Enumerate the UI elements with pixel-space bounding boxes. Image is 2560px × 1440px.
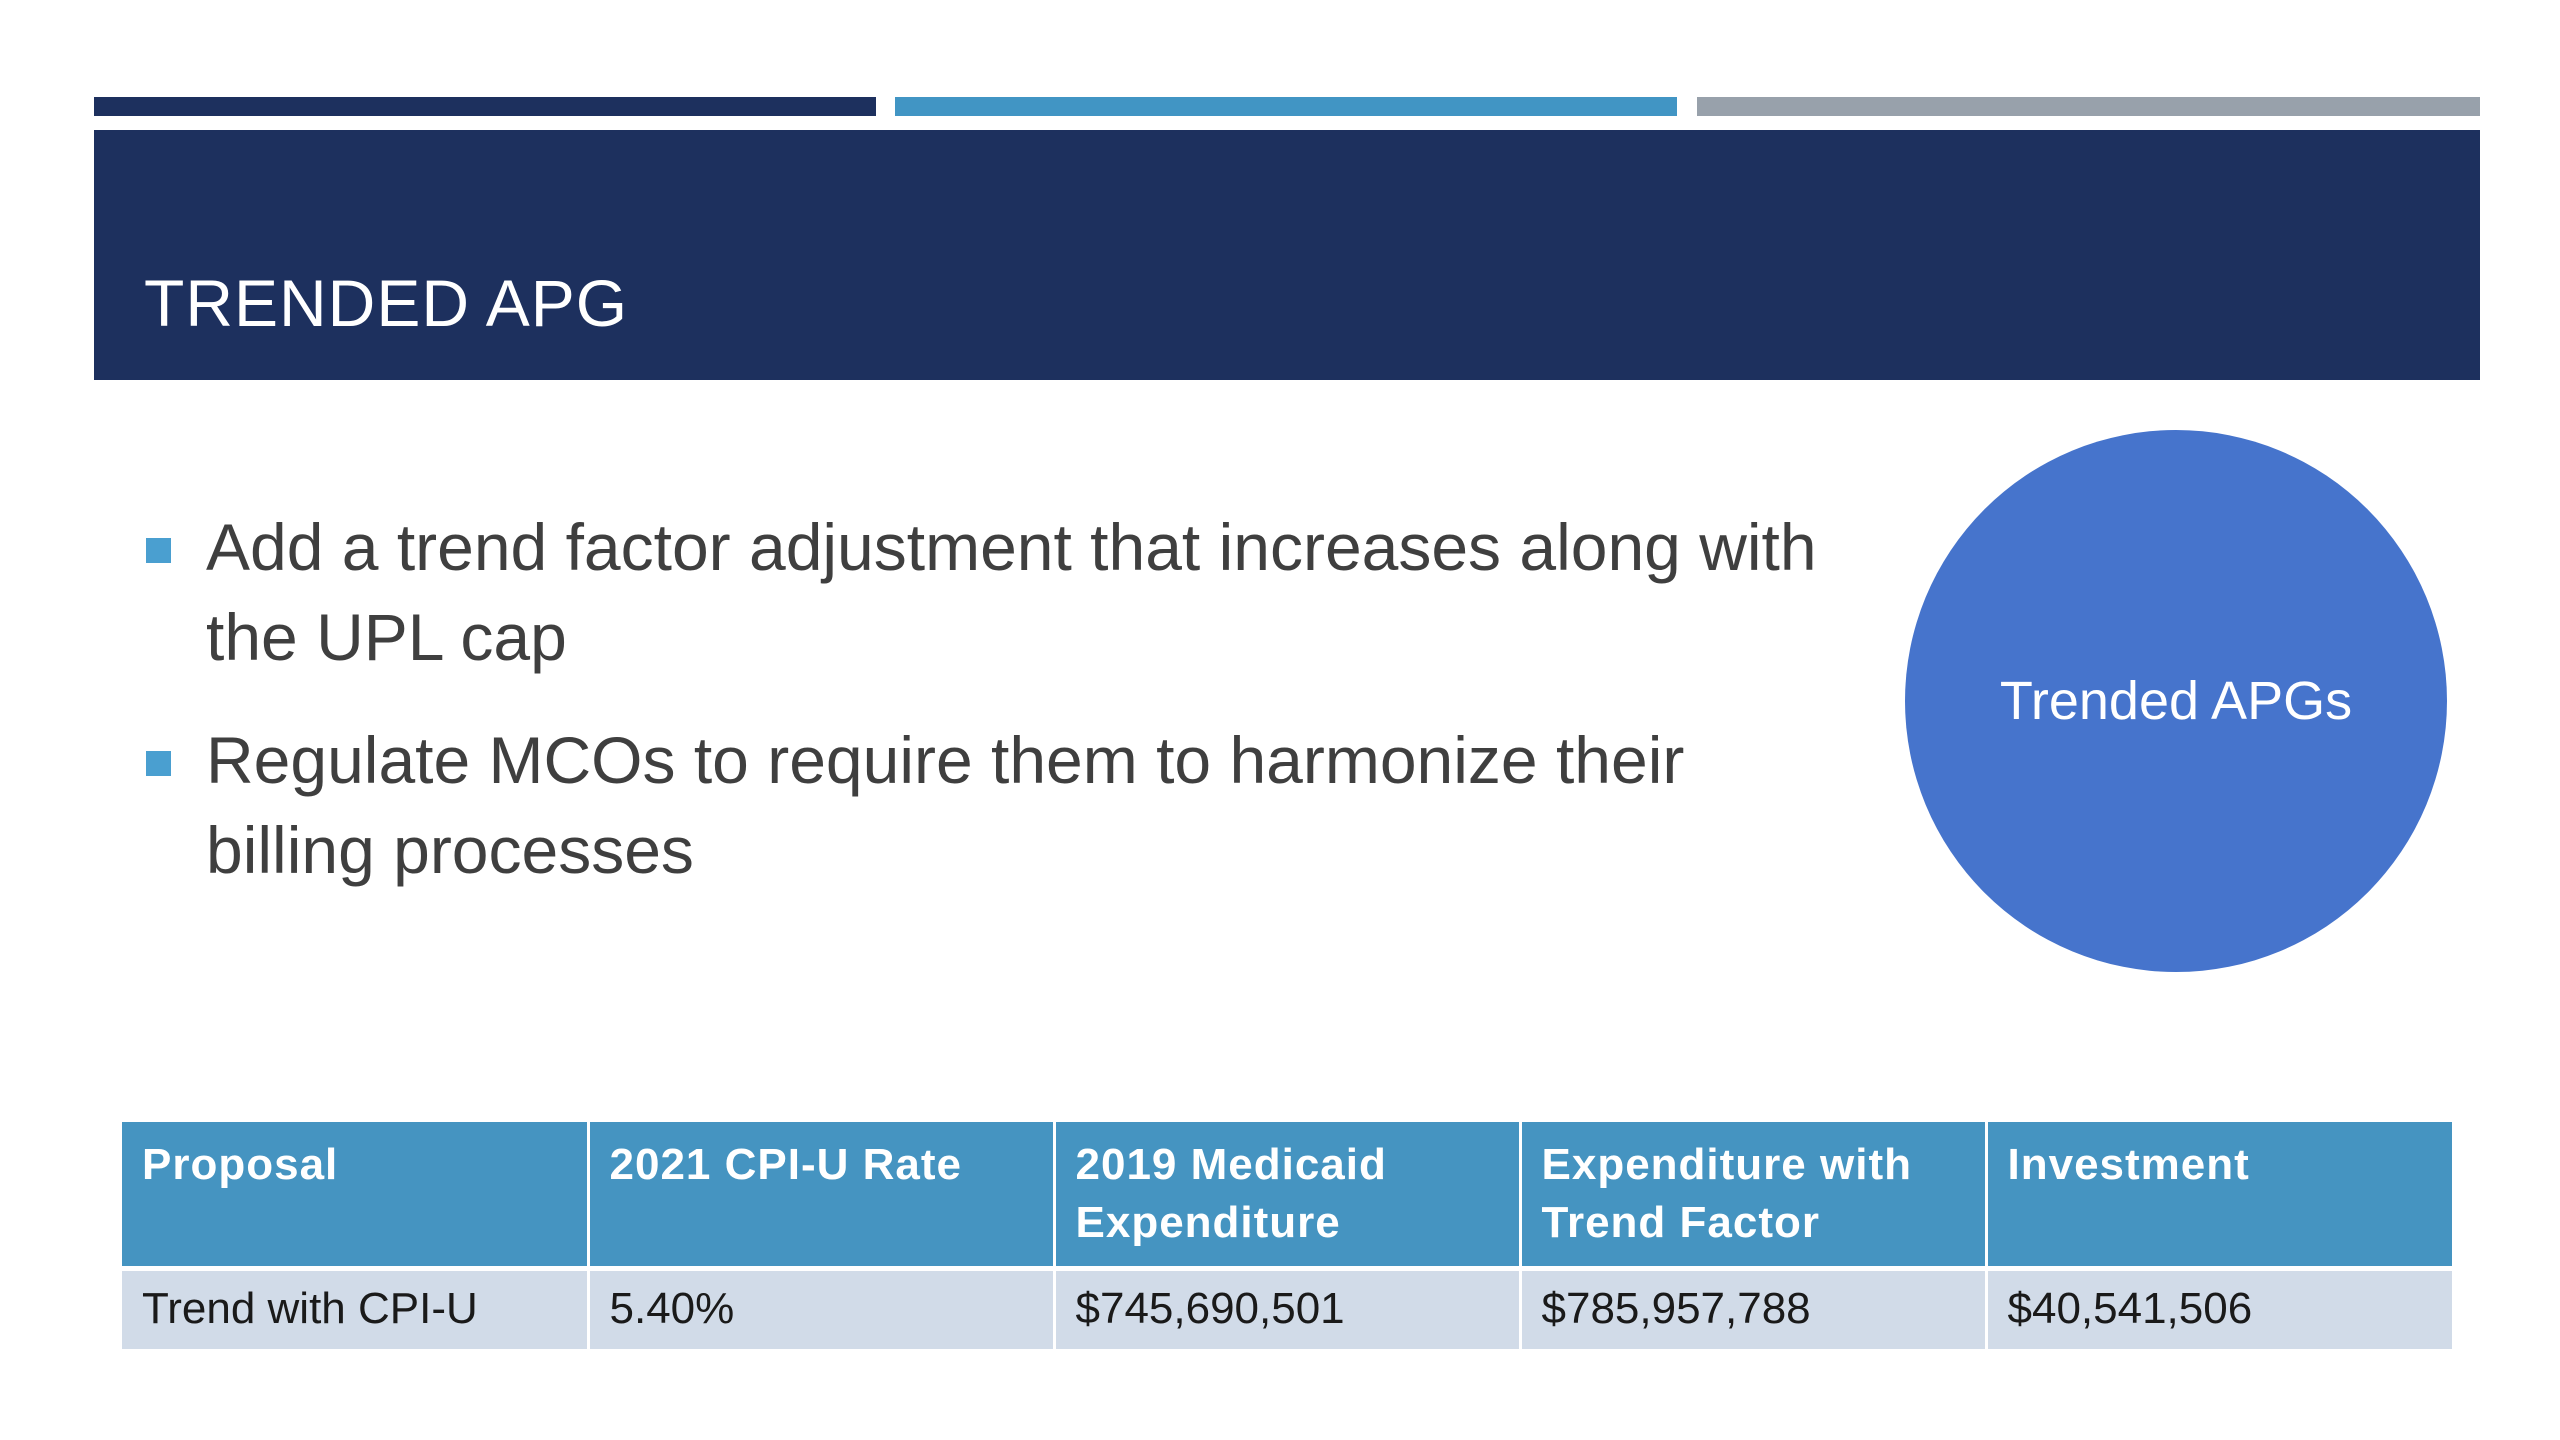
bullet-item: Add a trend factor adjustment that incre…: [140, 502, 1840, 682]
cell-medicaid-expenditure: $745,690,501: [1052, 1268, 1522, 1349]
bullet-item: Regulate MCOs to require them to harmoni…: [140, 715, 1840, 895]
header-investment: Investment: [1984, 1122, 2452, 1271]
expenditure-table: Proposal 2021 CPI-U Rate 2019 Medicaid E…: [122, 1122, 2452, 1349]
table-header-row: Proposal 2021 CPI-U Rate 2019 Medicaid E…: [122, 1122, 2452, 1271]
header-expenditure-trend: Expenditure with Trend Factor: [1518, 1122, 1988, 1271]
accent-bar-gray: [1697, 97, 2480, 116]
square-bullet-icon: [146, 751, 171, 776]
header-cpi-rate: 2021 CPI-U Rate: [586, 1122, 1056, 1271]
slide-title: TRENDED APG: [144, 266, 629, 340]
cell-expenditure-trend: $785,957,788: [1518, 1268, 1988, 1349]
header-proposal: Proposal: [122, 1122, 590, 1271]
bullet-list: Add a trend factor adjustment that incre…: [140, 502, 1840, 928]
trended-apgs-circle: Trended APGs: [1905, 430, 2447, 972]
cell-proposal: Trend with CPI-U: [122, 1268, 590, 1349]
circle-label: Trended APGs: [1999, 671, 2353, 731]
accent-bar-dark: [94, 97, 876, 116]
bullet-text: Add a trend factor adjustment that incre…: [206, 510, 1817, 674]
square-bullet-icon: [146, 538, 171, 563]
title-band: TRENDED APG: [94, 130, 2480, 380]
bullet-text: Regulate MCOs to require them to harmoni…: [206, 723, 1685, 887]
accent-bar-blue: [895, 97, 1677, 116]
cell-investment: $40,541,506: [1984, 1268, 2452, 1349]
cell-cpi-rate: 5.40%: [586, 1268, 1056, 1349]
table-row: Trend with CPI-U 5.40% $745,690,501 $785…: [122, 1268, 2452, 1349]
header-medicaid-expenditure: 2019 Medicaid Expenditure: [1052, 1122, 1522, 1271]
